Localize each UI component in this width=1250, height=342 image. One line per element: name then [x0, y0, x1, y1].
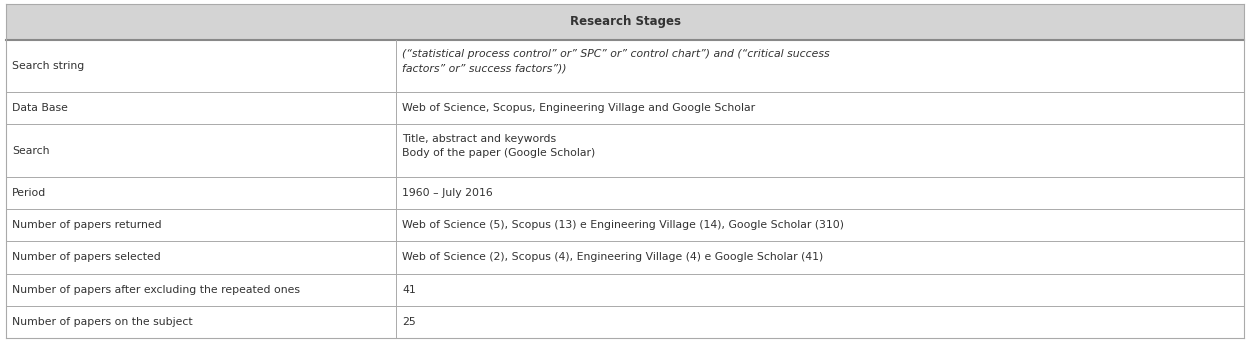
Text: 1960 – July 2016: 1960 – July 2016 [402, 188, 492, 198]
Text: Web of Science (5), Scopus (13) e Engineering Village (14), Google Scholar (310): Web of Science (5), Scopus (13) e Engine… [402, 220, 844, 230]
Text: Search string: Search string [12, 61, 85, 71]
Bar [6, 4, 1244, 40]
Text: Web of Science, Scopus, Engineering Village and Google Scholar: Web of Science, Scopus, Engineering Vill… [402, 103, 755, 114]
Text: 25: 25 [402, 317, 416, 327]
Bar [6, 209, 1244, 241]
Text: Search: Search [12, 146, 50, 156]
Text: Number of papers on the subject: Number of papers on the subject [12, 317, 192, 327]
Bar [6, 124, 1244, 177]
Text: Data Base: Data Base [12, 103, 68, 114]
Text: Number of papers selected: Number of papers selected [12, 252, 161, 262]
Text: Number of papers returned: Number of papers returned [12, 220, 162, 230]
Text: Web of Science (2), Scopus (4), Engineering Village (4) e Google Scholar (41): Web of Science (2), Scopus (4), Engineer… [402, 252, 824, 262]
Bar [6, 92, 1244, 124]
Text: Number of papers after excluding the repeated ones: Number of papers after excluding the rep… [12, 285, 300, 295]
Text: 41: 41 [402, 285, 416, 295]
Bar [6, 274, 1244, 306]
Text: Research Stages: Research Stages [570, 15, 680, 28]
Bar [6, 177, 1244, 209]
Bar [6, 306, 1244, 338]
Text: Title, abstract and keywords
Body of the paper (Google Scholar): Title, abstract and keywords Body of the… [402, 134, 595, 158]
Text: (“statistical process control” or” SPC” or” control chart”) and (“critical succe: (“statistical process control” or” SPC” … [402, 49, 830, 73]
Bar [6, 241, 1244, 274]
Text: Period: Period [12, 188, 46, 198]
Bar [6, 40, 1244, 92]
